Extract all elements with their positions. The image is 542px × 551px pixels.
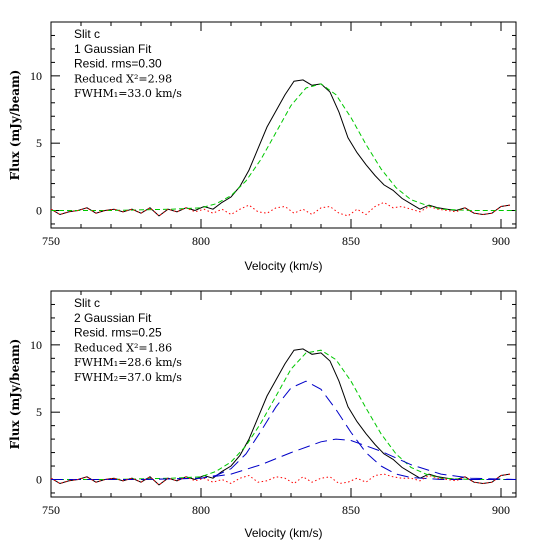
x-tick-label: 850: [342, 234, 360, 248]
series-group: [51, 79, 516, 217]
series-line-3: [51, 438, 516, 480]
y-tick-label: 5: [36, 405, 42, 419]
annotation-line: Slit c: [74, 27, 100, 41]
y-tick-label: 5: [36, 136, 42, 150]
plot-frame: [50, 21, 517, 229]
series-line-2: [51, 380, 516, 480]
y-tick-label: 10: [30, 338, 42, 352]
series-line-1: [51, 83, 516, 211]
x-axis-label: Velocity (km/s): [244, 259, 322, 273]
x-tick-label: 800: [192, 234, 210, 248]
x-tick-label: 900: [492, 503, 510, 517]
panel-bottom: 750 800 850 900 0 5 10 Velocity (km/s) Flux (mJy…: [8, 290, 517, 540]
x-tick-label: 800: [192, 503, 210, 517]
y-axis-label: Flux (mJy/beam): [8, 339, 22, 450]
y-tick-label: 0: [36, 203, 42, 217]
panel-top: 750 800 850 900 0 5 10 Velocity (km/s) Flux (mJy…: [8, 21, 517, 273]
series-line-4: [51, 473, 511, 486]
y-axis-label: Flux (mJy/beam): [8, 70, 22, 181]
annotation-line: 2 Gaussian Fit: [74, 311, 152, 325]
annotation-line: 1 Gaussian Fit: [74, 42, 152, 56]
series-group: [51, 348, 516, 486]
annotation-line: FWHM₂=37.0 km/s: [74, 371, 182, 384]
plot-frame: [50, 290, 517, 498]
y-tick-label: 0: [36, 472, 42, 486]
series-line-1: [51, 349, 516, 480]
series-line-2: [51, 201, 511, 217]
annotation-line: Reduced X²=1.86: [74, 341, 172, 354]
series-line-0: [51, 348, 511, 486]
annotation-line: Resid. rms=0.30: [74, 57, 162, 71]
annotation-line: FWHM₁=33.0 km/s: [74, 87, 182, 100]
annotation-line: Reduced X²=2.98: [74, 72, 172, 85]
series-line-0: [51, 79, 511, 217]
x-tick-label: 750: [42, 234, 60, 248]
x-tick-label: 850: [342, 503, 360, 517]
y-tick-label: 10: [30, 69, 42, 83]
annotation-line: Slit c: [74, 296, 100, 310]
x-axis-label: Velocity (km/s): [244, 526, 322, 540]
annotation-line: FWHM₁=28.6 km/s: [74, 356, 182, 369]
x-tick-label: 900: [492, 234, 510, 248]
x-tick-label: 750: [42, 503, 60, 517]
annotation-line: Resid. rms=0.25: [74, 326, 162, 340]
